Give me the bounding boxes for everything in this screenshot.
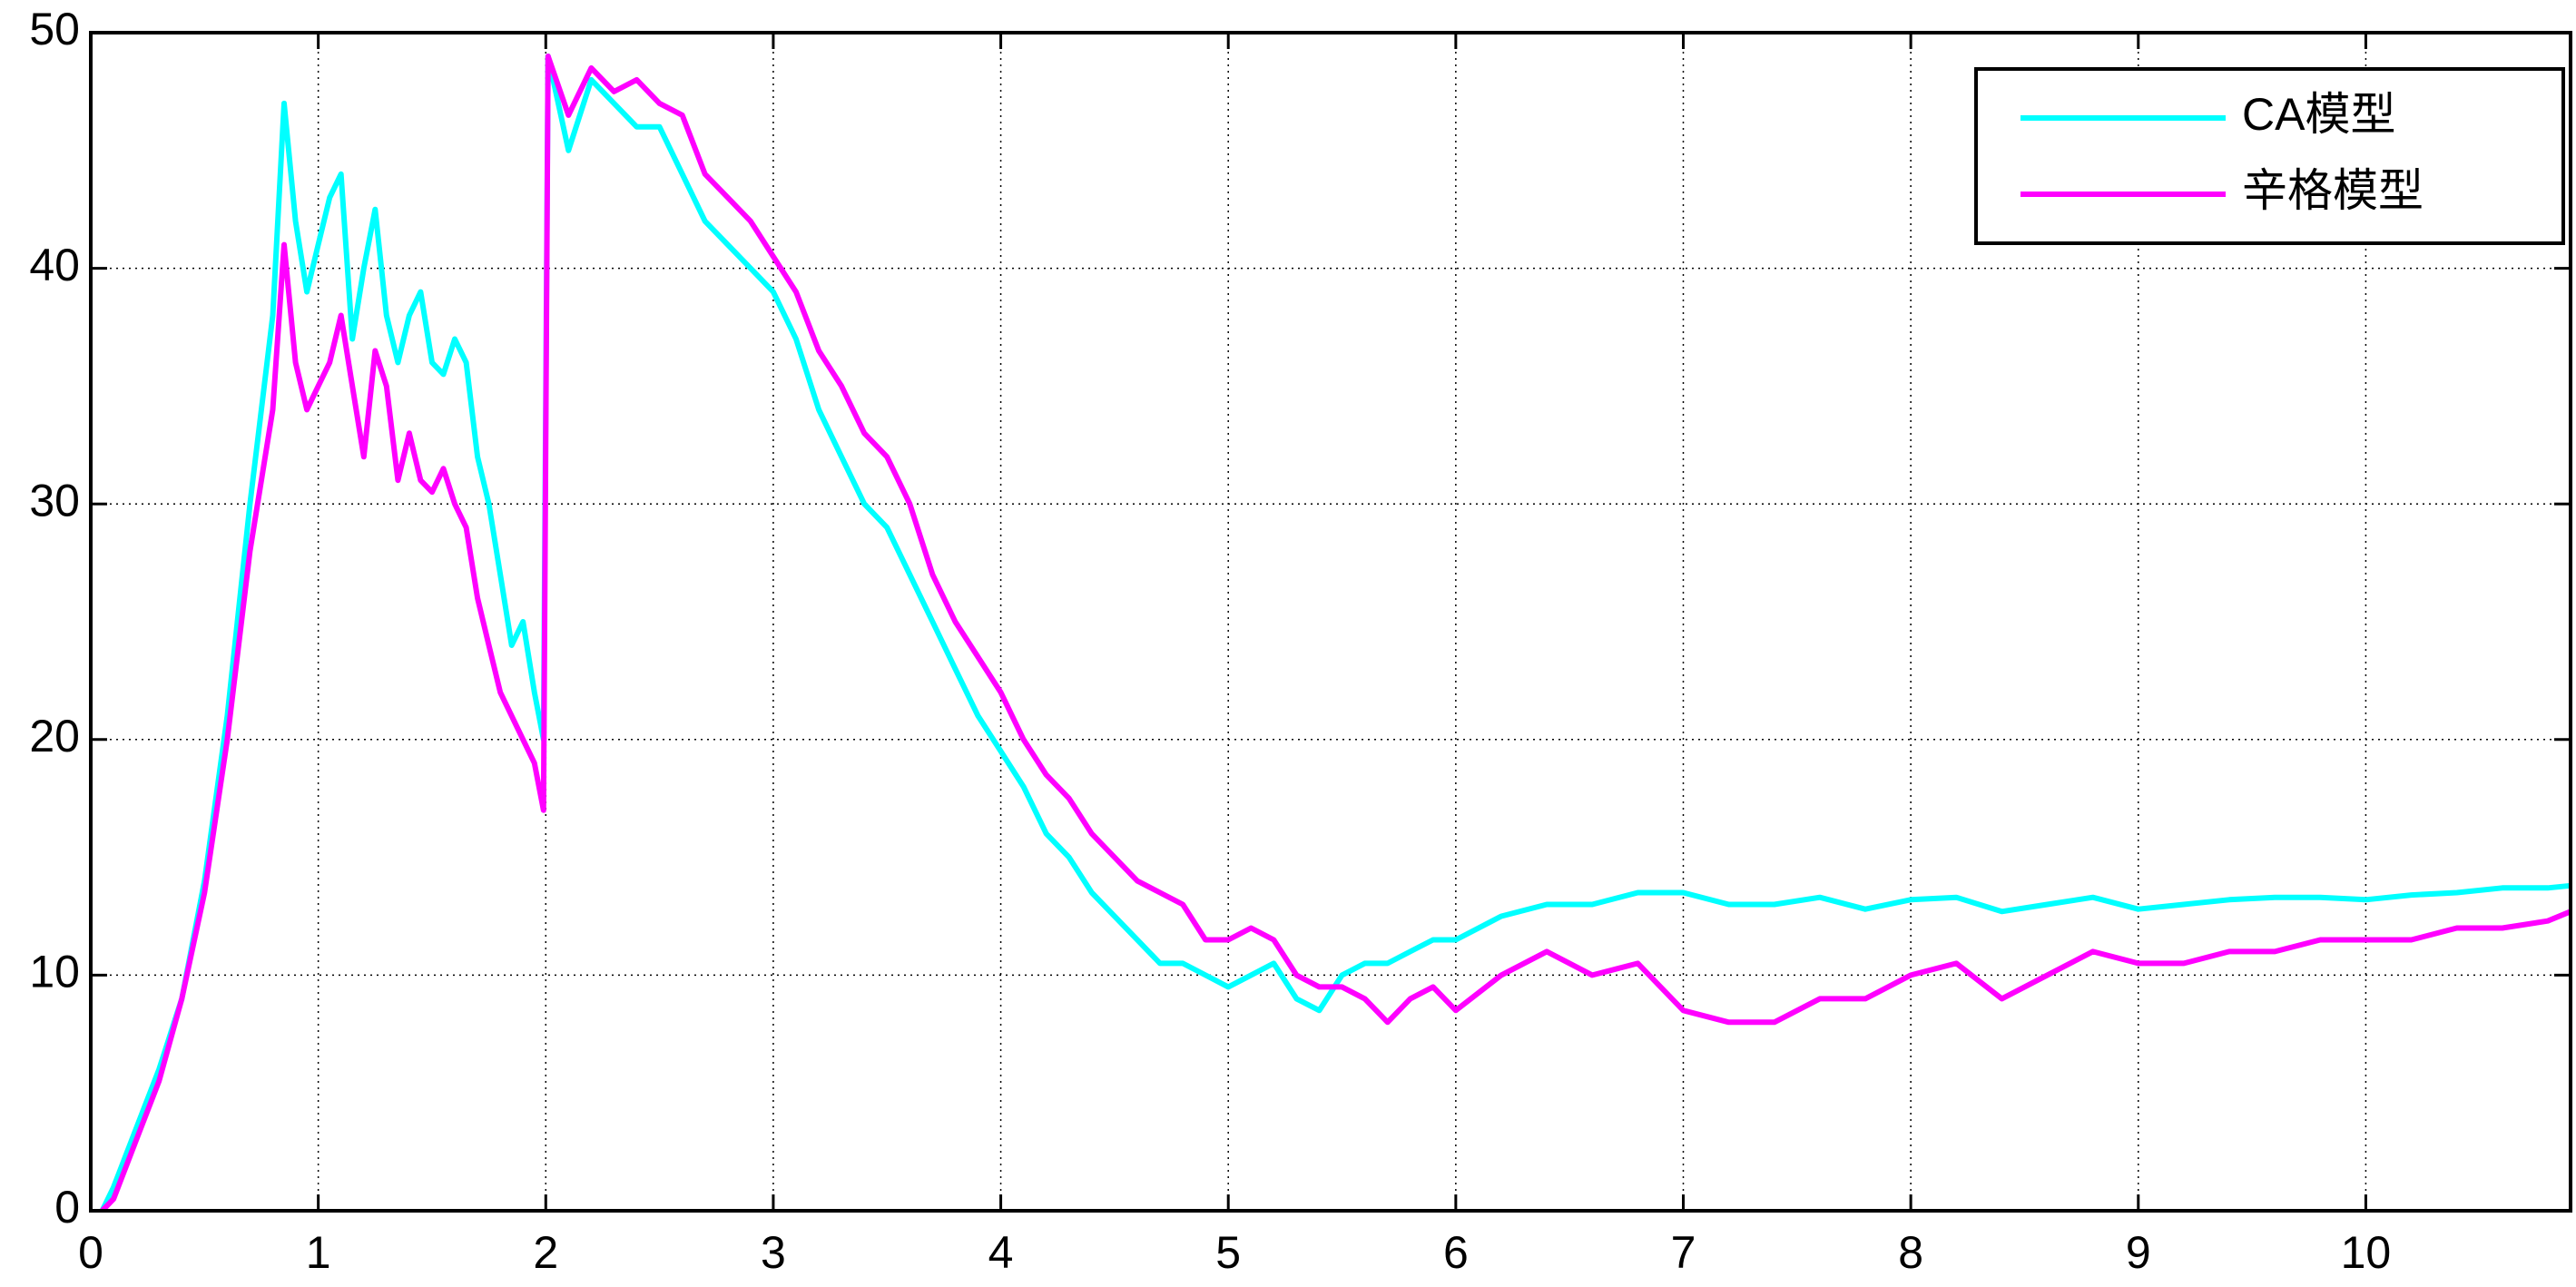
x-tick-label: 0	[78, 1227, 103, 1278]
x-tick-label: 7	[1671, 1227, 1696, 1278]
y-tick-label: 30	[29, 475, 80, 526]
data-line	[99, 54, 2571, 1213]
plot-frame	[89, 31, 2572, 1213]
x-tick-label: 8	[1898, 1227, 1923, 1278]
x-tick-label: 2	[533, 1227, 558, 1278]
y-tick-label: 40	[29, 240, 80, 290]
x-tick-label: 3	[761, 1227, 786, 1278]
x-tick-label: 6	[1443, 1227, 1469, 1278]
x-tick-label: 10	[2341, 1227, 2392, 1278]
x-tick-label: 4	[988, 1227, 1014, 1278]
x-tick-label: 1	[306, 1227, 331, 1278]
y-tick-label: 0	[54, 1182, 80, 1233]
data-line	[100, 54, 2572, 1213]
x-tick-label: 9	[2126, 1227, 2151, 1278]
legend-label: CA模型	[2242, 89, 2395, 140]
x-tick-label: 5	[1215, 1227, 1241, 1278]
y-tick-label: 10	[29, 947, 80, 997]
y-tick-label: 20	[29, 711, 80, 761]
y-tick-label: 50	[29, 4, 80, 54]
legend-box	[1974, 67, 2565, 245]
legend-label: 辛格模型	[2242, 165, 2424, 216]
